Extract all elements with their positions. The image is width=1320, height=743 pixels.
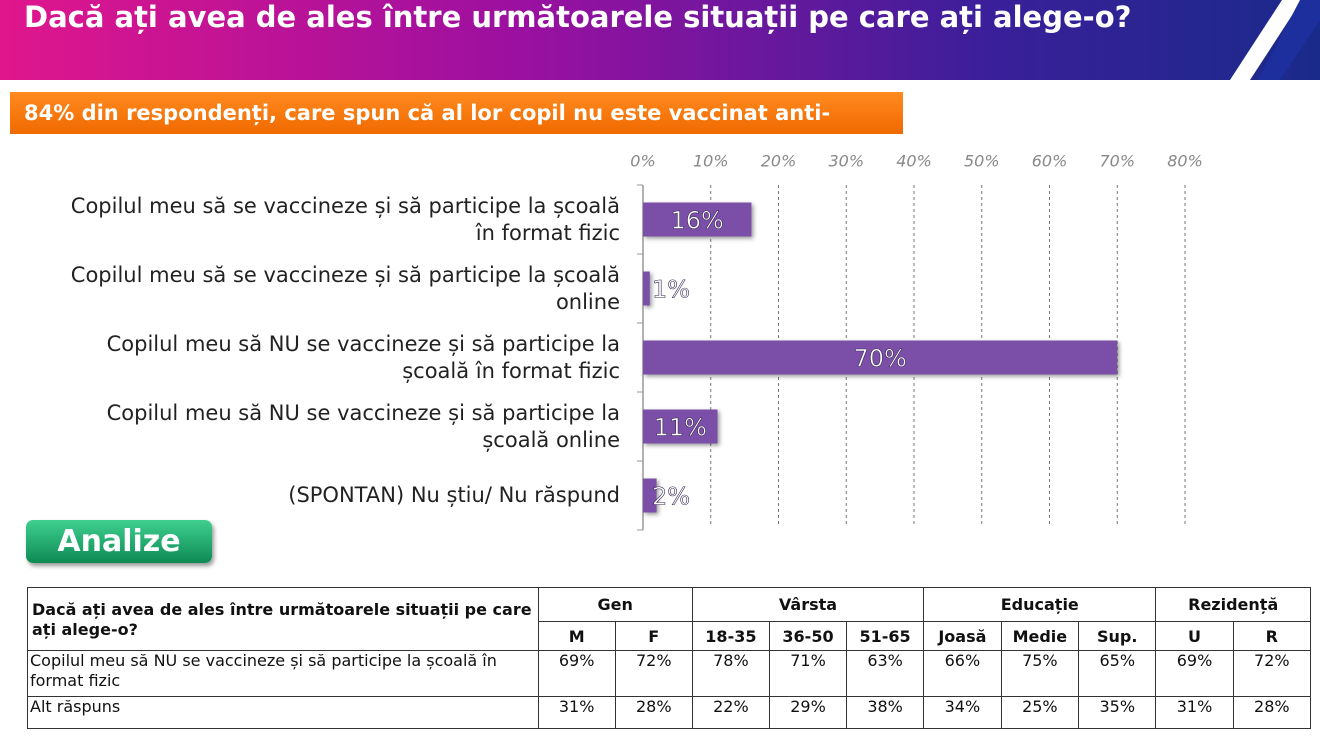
table-cell: 35%	[1078, 696, 1157, 729]
banner: 84% din respondenți, care spun că al lor…	[10, 92, 903, 167]
table-cell: 28%	[614, 696, 693, 729]
table-cell: 72%	[1232, 650, 1312, 697]
bar	[643, 340, 1118, 375]
bar	[643, 202, 752, 237]
category-label: Copilul meu să se vaccineze și să partic…	[70, 193, 620, 245]
group-header: Rezidență	[1155, 587, 1311, 622]
table-cell: 72%	[614, 650, 693, 697]
table-row: Dacă ați avea de ales între următoarele …	[27, 587, 1311, 651]
table-cell: 69%	[537, 650, 616, 697]
header-band	[0, 0, 1320, 80]
table-cell: 71%	[768, 650, 848, 697]
table-row: Copilul meu să NU se vaccineze și să par…	[27, 650, 1312, 697]
category-label: Copilul meu să NU se vaccineze și să par…	[106, 400, 620, 452]
column-header: M	[537, 621, 616, 651]
table-cell: 29%	[768, 696, 848, 729]
bar	[643, 271, 650, 306]
table-row: M F 18-35 36-50 51-65 Joasă Medie Sup. U R	[28, 621, 1312, 651]
row-label: Copilul meu să NU se vaccineze și să par…	[27, 650, 539, 697]
table-cell: 38%	[846, 696, 925, 729]
table-cell: 75%	[1000, 650, 1080, 697]
column-header: R	[1232, 621, 1312, 651]
x-tick-label: 20%	[761, 152, 797, 171]
table-cell: 66%	[923, 650, 1002, 697]
table-cell: 22%	[691, 696, 770, 729]
table-row: Alt răspuns 31% 28% 22% 29% 38% 34% 25% 35% 31% 28…	[27, 696, 1312, 729]
data-label: 11%	[654, 414, 707, 442]
table-cell: 63%	[846, 650, 925, 697]
title: Dacă ați avea de ales între următoarele …	[24, 0, 1132, 34]
stripe	[1230, 0, 1302, 80]
column-header: 51-65	[846, 621, 925, 651]
column-header: Medie	[1000, 621, 1080, 651]
category-label: (SPONTAN) Nu știu/ Nu răspund	[288, 483, 620, 507]
x-tick-label: 60%	[1032, 152, 1068, 171]
table-cell: 78%	[691, 650, 770, 697]
x-tick-label: 0%	[630, 152, 655, 171]
column-header: Joasă	[923, 621, 1002, 651]
table-cell: 31%	[1155, 696, 1234, 729]
table-cell: 25%	[1000, 696, 1080, 729]
table-cell: 34%	[923, 696, 1002, 729]
stripe	[1258, 0, 1320, 80]
group-header: Gen	[537, 587, 693, 622]
bar	[643, 409, 718, 444]
data-label: 1%	[652, 276, 690, 304]
column-header: F	[614, 621, 693, 651]
x-tick-label: 80%	[1167, 152, 1203, 171]
table-cell: 31%	[537, 696, 616, 729]
column-header: 18-35	[691, 621, 770, 651]
x-tick-label: 50%	[964, 152, 1000, 171]
row-label: Alt răspuns	[27, 696, 539, 729]
column-header: U	[1155, 621, 1234, 651]
analize-button[interactable]: Analize	[26, 520, 212, 563]
group-header: Educație	[923, 587, 1157, 622]
data-label: 2%	[652, 483, 690, 511]
table-cell: 69%	[1155, 650, 1234, 697]
table-cell: 65%	[1078, 650, 1157, 697]
x-tick-label: 10%	[693, 152, 729, 171]
x-tick-label: 70%	[1099, 152, 1135, 171]
group-header: Vârsta	[691, 587, 925, 622]
x-tick-label: 30%	[828, 152, 864, 171]
category-label: Copilul meu să NU se vaccineze și să par…	[106, 331, 620, 383]
data-label: 70%	[853, 345, 906, 373]
table-cell: 28%	[1232, 696, 1312, 729]
bar	[643, 478, 657, 513]
table: Dacă ați avea de ales între următoarele …	[27, 587, 1312, 729]
column-header: Sup.	[1078, 621, 1157, 651]
x-tick-label: 40%	[896, 152, 932, 171]
question: Dacă ați avea de ales între următoarele …	[27, 587, 539, 651]
data-label: 16%	[671, 207, 724, 235]
column-header: 36-50	[768, 621, 848, 651]
category-label: Copilul meu să se vaccineze și să partic…	[70, 262, 620, 314]
